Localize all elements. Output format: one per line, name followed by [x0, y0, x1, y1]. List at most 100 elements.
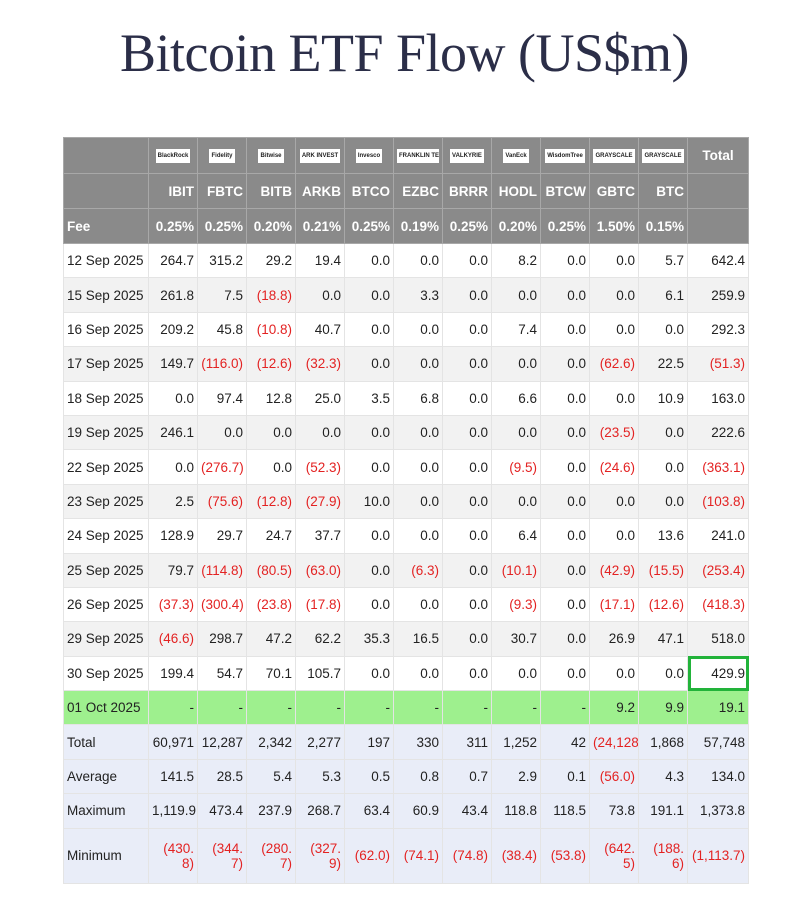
flow-value: 0.0	[148, 449, 198, 485]
fee: 0.21%	[295, 208, 345, 244]
flow-value: 105.7	[295, 655, 345, 692]
flow-value: 0.0	[442, 414, 492, 451]
flow-value: 518.0	[687, 621, 749, 657]
flow-value: 0.0	[344, 518, 394, 554]
fee: 0.25%	[344, 208, 394, 244]
flow-value: 12,287	[197, 724, 247, 760]
flow-value: 0.0	[442, 346, 492, 382]
flow-value: 97.4	[197, 380, 247, 416]
flow-value: 0.0	[344, 552, 394, 588]
flow-value: 246.1	[148, 414, 198, 451]
flow-value: 268.7	[295, 793, 345, 829]
flow-value: 16.5	[393, 621, 443, 657]
issuer-cell: VALKYRIE	[442, 137, 492, 174]
date: 22 Sep 2025	[63, 449, 149, 485]
flow-value: 0.0	[540, 621, 590, 657]
flow-value: (52.3)	[295, 449, 345, 485]
flow-value: 0.0	[344, 277, 394, 313]
ticker: IBIT	[148, 173, 198, 209]
flow-value: 197	[344, 724, 394, 760]
date: 12 Sep 2025	[63, 242, 149, 279]
flow-value: 3.5	[344, 380, 394, 416]
ticker: BTC	[638, 173, 688, 209]
flow-value: 0.0	[638, 414, 688, 451]
flow-value: 0.0	[638, 311, 688, 348]
flow-value: 0.0	[540, 449, 590, 485]
date: 29 Sep 2025	[63, 621, 149, 657]
flow-value: 0.0	[491, 483, 541, 520]
flow-value: 0.0	[540, 586, 590, 623]
date: 26 Sep 2025	[63, 586, 149, 623]
flow-value: 0.0	[442, 552, 492, 588]
ticker-row: IBIT FBTC BITB ARKB BTCO EZBC BRRR HODL BTCW GBTC…	[63, 173, 749, 209]
fee: 0.19%	[393, 208, 443, 244]
flow-value: 0.0	[540, 518, 590, 554]
flow-value: 5.7	[638, 242, 688, 279]
flow-value: 37.7	[295, 518, 345, 554]
empty-cell	[687, 173, 749, 209]
flow-value: -	[246, 690, 296, 726]
flow-value: (74.1)	[393, 827, 443, 884]
flow-value: 12.8	[246, 380, 296, 416]
day-row: 23 Sep 2025 2.5 (75.6) (12.8) (27.9) 10.0 0.0 0…	[63, 483, 749, 520]
flow-value: 6.6	[491, 380, 541, 416]
flow-value: 0.0	[246, 449, 296, 485]
flow-value: 13.6	[638, 518, 688, 554]
issuer-cell: GRAYSCALE	[638, 137, 688, 174]
flow-value: (17.1)	[589, 586, 639, 623]
flow-value: 10.0	[344, 483, 394, 520]
flow-value: 79.7	[148, 552, 198, 588]
logo-row: BlackRock Fidelity Bitwise ARK INVEST Invesc…	[63, 137, 749, 174]
day-row: 12 Sep 2025 264.7 315.2 29.2 19.4 0.0 0.0 0.0 8.…	[63, 242, 749, 279]
flow-value: 30.7	[491, 621, 541, 657]
flow-value: (74.8)	[442, 827, 492, 884]
flow-value: 4.3	[638, 758, 688, 795]
flow-value: 259.9	[687, 277, 749, 313]
flow-value: -	[148, 690, 198, 726]
flow-value: 0.1	[540, 758, 590, 795]
ticker: GBTC	[589, 173, 639, 209]
ticker: BRRR	[442, 173, 492, 209]
flow-value: (24.6)	[589, 449, 639, 485]
summary-label: Total	[63, 724, 149, 760]
flow-value: 1,373.8	[687, 793, 749, 829]
flow-value: -	[344, 690, 394, 726]
ticker: BITB	[246, 173, 296, 209]
day-row: 18 Sep 2025 0.0 97.4 12.8 25.0 3.5 6.8 0.0 6.6 0.…	[63, 380, 749, 416]
fee: 1.50%	[589, 208, 639, 244]
flow-value: 2.9	[491, 758, 541, 795]
flow-value: 29.2	[246, 242, 296, 279]
flow-value: 24.7	[246, 518, 296, 554]
flow-value: (53.8)	[540, 827, 590, 884]
flow-value: 0.0	[540, 346, 590, 382]
issuer-logo: ARK INVEST	[299, 149, 341, 164]
etf-flow-table: BlackRock Fidelity Bitwise ARK INVEST Invesc…	[63, 137, 749, 884]
flow-value: -	[295, 690, 345, 726]
ticker: FBTC	[197, 173, 247, 209]
flow-value: 0.0	[589, 311, 639, 348]
flow-value: (9.3)	[491, 586, 541, 623]
flow-value: (37.3)	[148, 586, 198, 623]
summary-row: Total 60,971 12,287 2,342 2,277 197 330 311 1,25…	[63, 724, 749, 760]
date: 19 Sep 2025	[63, 414, 149, 451]
flow-value: 0.0	[589, 483, 639, 520]
day-row: 16 Sep 2025 209.2 45.8 (10.8) 40.7 0.0 0.0 0.0 7…	[63, 311, 749, 348]
flow-value: 0.0	[344, 655, 394, 692]
flow-value: 1,868	[638, 724, 688, 760]
flow-value: 241.0	[687, 518, 749, 554]
flow-value: 0.0	[393, 311, 443, 348]
date: 23 Sep 2025	[63, 483, 149, 520]
flow-value: 209.2	[148, 311, 198, 348]
flow-value: 163.0	[687, 380, 749, 416]
flow-value: (188.6)	[638, 827, 688, 884]
flow-value: 0.0	[491, 414, 541, 451]
issuer-logo: Bitwise	[258, 149, 284, 164]
flow-value: 0.0	[589, 277, 639, 313]
flow-value: 0.0	[148, 380, 198, 416]
flow-value: 292.3	[687, 311, 749, 348]
flow-value: 57,748	[687, 724, 749, 760]
flow-value: 118.8	[491, 793, 541, 829]
total-header: Total	[687, 137, 749, 174]
flow-value: 0.0	[589, 518, 639, 554]
